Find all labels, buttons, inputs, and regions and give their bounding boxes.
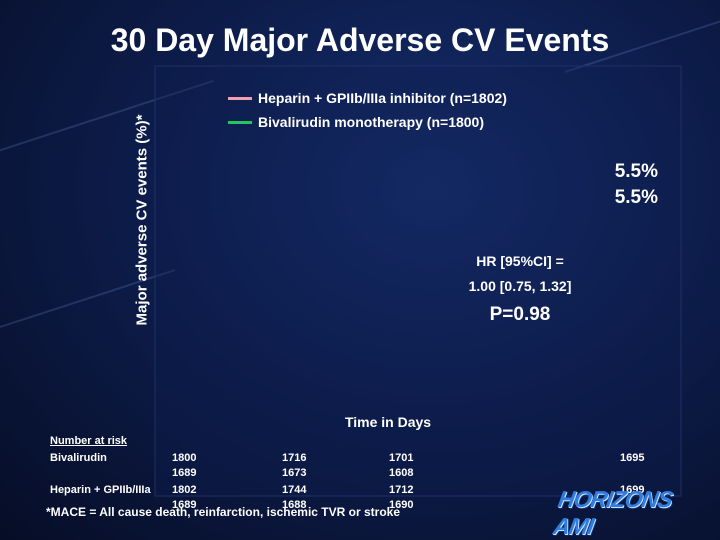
risk-value: 1690 bbox=[389, 499, 414, 511]
risk-value: 1695 bbox=[620, 452, 645, 464]
footnote: *MACE = All cause death, reinfarction, i… bbox=[46, 505, 400, 519]
risk-value: 1699 bbox=[620, 484, 645, 496]
risk-value: 1701 bbox=[389, 452, 414, 464]
x-axis-label: Time in Days bbox=[344, 414, 432, 430]
end-value-label-heparin: 5.5% bbox=[614, 161, 658, 182]
risk-value: 1744 bbox=[282, 484, 307, 496]
legend-label-heparin: Heparin + GPIIb/IIIa inhibitor (n=1802) bbox=[258, 90, 507, 106]
slide-title: 30 Day Major Adverse CV Events bbox=[110, 22, 610, 58]
chart-legend: Heparin + GPIIb/IIIa inhibitor (n=1802) … bbox=[228, 86, 507, 134]
hazard-ratio-label: HR [95%CI] = bbox=[476, 253, 564, 269]
legend-swatch-bivalirudin bbox=[228, 120, 252, 124]
risk-value: 1608 bbox=[389, 467, 414, 479]
risk-value: 1673 bbox=[282, 467, 307, 479]
risk-value: 1800 bbox=[172, 452, 197, 464]
risk-value: 1689 bbox=[172, 499, 197, 511]
risk-row-label-heparin: Heparin + GPIIb/IIIa bbox=[50, 484, 151, 496]
legend-label-bivalirudin: Bivalirudin monotherapy (n=1800) bbox=[258, 114, 484, 130]
p-value: P=0.98 bbox=[489, 304, 551, 325]
y-axis-label: Major adverse CV events (%)* bbox=[133, 114, 151, 326]
end-value-label-bivalirudin: 5.5% bbox=[614, 187, 658, 208]
risk-value: 1689 bbox=[172, 467, 197, 479]
risk-table-header: Number at risk bbox=[50, 435, 128, 447]
horizons-ami-logo: HORIZONS AMI bbox=[551, 486, 675, 539]
legend-item-heparin: Heparin + GPIIb/IIIa inhibitor (n=1802) bbox=[228, 86, 507, 110]
risk-value: 1688 bbox=[282, 499, 307, 511]
plot-area bbox=[154, 65, 682, 497]
legend-item-bivalirudin: Bivalirudin monotherapy (n=1800) bbox=[228, 110, 507, 134]
legend-swatch-heparin bbox=[228, 96, 252, 100]
risk-value: 1802 bbox=[172, 484, 197, 496]
risk-row-label-bivalirudin: Bivalirudin bbox=[50, 452, 107, 464]
risk-value: 1716 bbox=[282, 452, 307, 464]
hazard-ratio-value: 1.00 [0.75, 1.32] bbox=[468, 278, 572, 294]
risk-value: 1712 bbox=[389, 484, 414, 496]
